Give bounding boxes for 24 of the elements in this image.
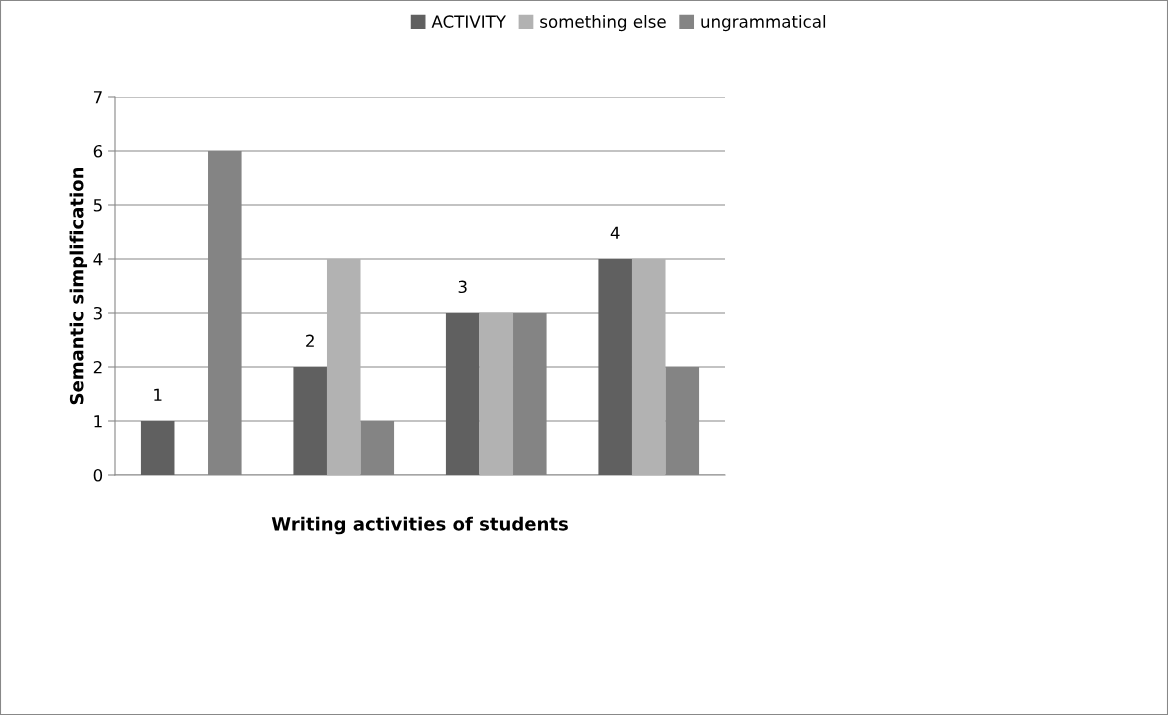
bar [598, 259, 632, 475]
bar [326, 259, 361, 475]
y-axis-title: Semantic simplification [69, 167, 88, 405]
legend-label: ungrammatical [701, 15, 826, 32]
bar [293, 367, 327, 475]
data-label: 4 [610, 226, 620, 239]
data-label: 2 [306, 334, 314, 347]
y-tick-label: 7 [93, 91, 102, 104]
bar [445, 313, 480, 475]
y-tick-label: 6 [93, 144, 103, 158]
y-tick-label: 1 [94, 415, 102, 428]
data-label: 3 [458, 280, 467, 294]
data-label: 1 [154, 388, 162, 401]
y-tick-label: 5 [93, 199, 102, 212]
legend-label: something else [540, 15, 666, 32]
y-tick-label: 0 [93, 468, 103, 482]
y-tick-label: 4 [93, 253, 103, 266]
y-tick-label: 2 [93, 360, 102, 374]
bar [631, 259, 666, 475]
y-tick-label: 3 [93, 306, 102, 320]
bar [479, 313, 514, 475]
x-axis-title: Writing activities of students [271, 516, 568, 535]
legend-label: ACTIVITY [431, 15, 507, 28]
bar [140, 421, 175, 475]
